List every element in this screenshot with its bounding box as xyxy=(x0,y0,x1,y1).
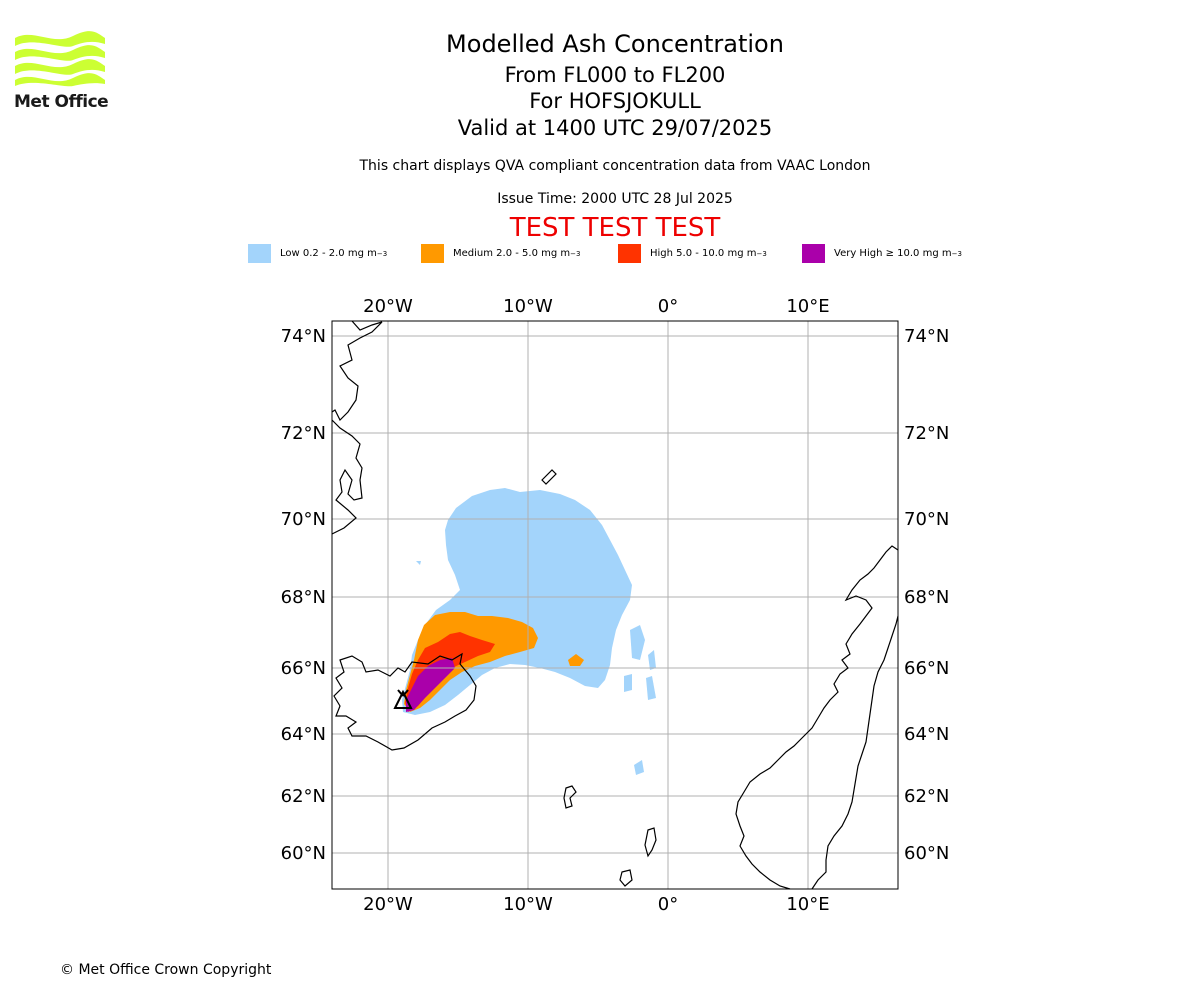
ash-patch-low xyxy=(646,676,656,700)
legend-item-low: Low 0.2 - 2.0 mg m −3 xyxy=(248,244,387,263)
coastline-greenland xyxy=(331,320,383,535)
volcano-name: For HOFSJOKULL xyxy=(529,89,701,113)
graticule xyxy=(332,321,898,889)
ash-zone-medium xyxy=(404,612,538,712)
chart-title: Modelled Ash Concentration xyxy=(446,30,784,58)
ash-map: 20°W 10°W 0° 10°E 20°W 10°W 0° 10°E 74°N… xyxy=(281,296,950,915)
lat-label-right: 70°N xyxy=(904,509,949,530)
ash-patch-medium xyxy=(568,654,584,666)
lon-label-bottom: 10°E xyxy=(786,894,829,915)
legend-swatch-medium xyxy=(421,244,444,263)
logo-text: Met Office xyxy=(14,92,109,112)
legend-item-very-high: Very High ≥ 10.0 mg m −3 xyxy=(802,244,962,263)
legend-unit-exp: −3 xyxy=(376,249,388,258)
lon-label-top: 0° xyxy=(658,296,678,317)
ash-patch-low xyxy=(624,674,632,692)
met-office-logo-icon xyxy=(15,31,105,87)
legend-label-low: Low 0.2 - 2.0 mg m xyxy=(280,248,377,259)
lat-label-right: 64°N xyxy=(904,724,949,745)
lat-label-right: 74°N xyxy=(904,326,949,347)
ash-patch-low xyxy=(416,561,421,565)
flight-level-range: From FL000 to FL200 xyxy=(504,63,726,87)
lat-label-left: 72°N xyxy=(281,423,326,444)
volcano-marker-icon xyxy=(393,689,413,709)
lat-label-left: 64°N xyxy=(281,724,326,745)
issue-time: Issue Time: 2000 UTC 28 Jul 2025 xyxy=(497,191,733,207)
ash-patch-low xyxy=(634,760,644,775)
legend-label-medium: Medium 2.0 - 5.0 mg m xyxy=(453,248,571,259)
coastline-faroes xyxy=(563,785,577,809)
lon-label-bottom: 10°W xyxy=(503,894,553,915)
legend-item-medium: Medium 2.0 - 5.0 mg m −3 xyxy=(421,244,580,263)
lat-label-right: 60°N xyxy=(904,843,949,864)
legend-swatch-low xyxy=(248,244,271,263)
chart-description: This chart displays QVA compliant concen… xyxy=(359,158,871,174)
ash-patch-low xyxy=(630,625,645,660)
legend-unit-exp: −3 xyxy=(951,249,962,258)
lon-label-top: 10°W xyxy=(503,296,553,317)
lat-label-right: 72°N xyxy=(904,423,949,444)
legend-unit-exp: −3 xyxy=(570,249,581,258)
lat-label-right: 62°N xyxy=(904,786,949,807)
coastlines xyxy=(331,320,899,890)
coastline-shetland xyxy=(644,827,657,858)
lat-label-right: 66°N xyxy=(904,658,949,679)
legend-swatch-high xyxy=(618,244,641,263)
ash-patch-low xyxy=(648,650,656,670)
lat-label-left: 74°N xyxy=(281,326,326,347)
lon-label-top: 20°W xyxy=(363,296,413,317)
lat-label-right: 68°N xyxy=(904,587,949,608)
legend-swatch-very-high xyxy=(802,244,825,263)
lon-label-bottom: 20°W xyxy=(363,894,413,915)
lat-label-left: 62°N xyxy=(281,786,326,807)
legend-item-high: High 5.0 - 10.0 mg m −3 xyxy=(618,244,767,263)
lat-label-left: 70°N xyxy=(281,509,326,530)
legend-label-very-high: Very High ≥ 10.0 mg m xyxy=(834,248,952,259)
coastline-iceland xyxy=(333,652,477,751)
coastline-orkney xyxy=(619,869,633,887)
copyright: © Met Office Crown Copyright xyxy=(60,962,272,978)
lat-label-left: 66°N xyxy=(281,658,326,679)
lon-label-top: 10°E xyxy=(786,296,829,317)
lat-label-left: 68°N xyxy=(281,587,326,608)
lon-label-bottom: 0° xyxy=(658,894,678,915)
legend-label-high: High 5.0 - 10.0 mg m xyxy=(650,248,757,259)
map-frame xyxy=(331,320,899,890)
legend-unit-exp: −3 xyxy=(756,249,767,258)
ash-zone-very-high xyxy=(406,658,455,712)
test-banner: TEST TEST TEST xyxy=(509,213,721,243)
coastline-norway xyxy=(735,545,899,890)
valid-time: Valid at 1400 UTC 29/07/2025 xyxy=(457,116,773,140)
lat-label-left: 60°N xyxy=(281,843,326,864)
coastline-jan-mayen xyxy=(541,469,557,485)
